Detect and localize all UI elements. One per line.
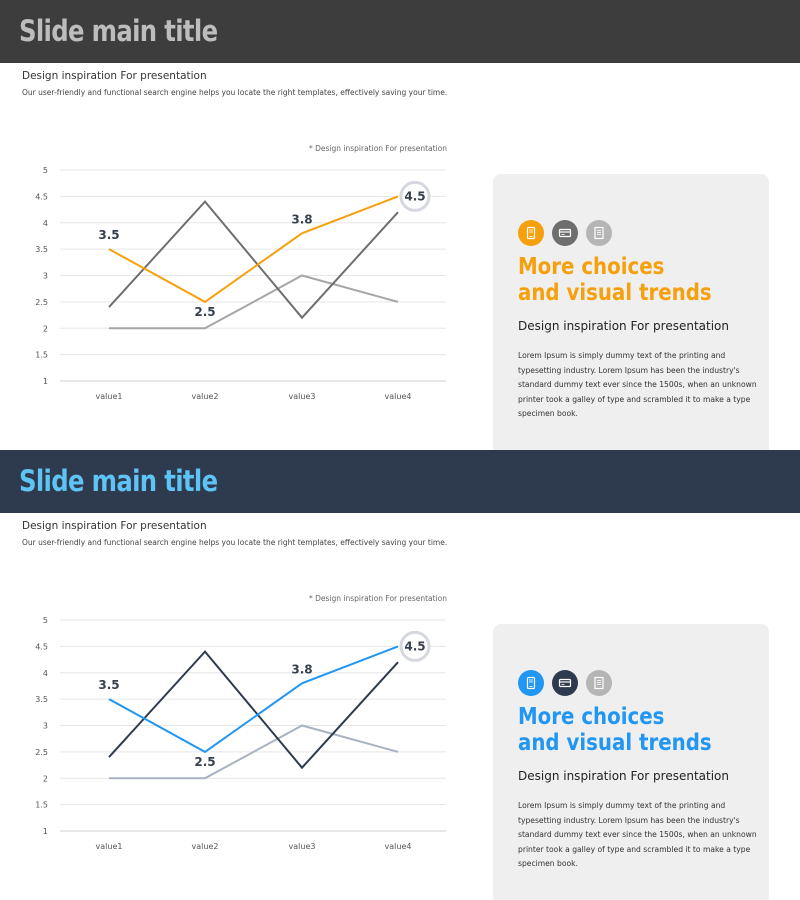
line-chart: 1 1.5 2 2.5 3 3.5 4 4.5 5 value1 value2 value3 value… <box>35 166 446 401</box>
x-tick-label: value2 <box>192 392 219 401</box>
series-line-1 <box>108 645 399 754</box>
chart-note: * Design inspiration For presentation <box>308 594 447 603</box>
y-tick-label: 2 <box>43 324 48 333</box>
slide-title: Slide main title <box>19 464 218 498</box>
series-line-3 <box>109 724 399 780</box>
data-label: 3.8 <box>291 212 312 226</box>
x-tick-label: value2 <box>192 842 219 851</box>
document-icon <box>586 220 612 246</box>
y-tick-label: 5 <box>43 616 48 625</box>
title-bar: Slide main title <box>0 450 800 513</box>
slide-subtitle: Design inspiration For presentation <box>22 520 207 532</box>
document-icon <box>586 670 612 696</box>
highlight-circle <box>399 630 431 662</box>
y-tick-label: 3 <box>43 272 48 281</box>
credit-card-icon <box>552 220 578 246</box>
panel-body-text: Lorem Ipsum is simply dummy text of the … <box>518 801 757 868</box>
highlight-circle <box>399 180 431 212</box>
y-tick-label: 4.5 <box>35 192 48 201</box>
panel-heading-line1: More choices <box>518 704 665 730</box>
y-tick-label: 3.5 <box>35 695 48 704</box>
y-tick-label: 3 <box>43 722 48 731</box>
y-tick-label: 5 <box>43 166 48 175</box>
info-panel: More choices and visual trends Design in… <box>493 624 769 900</box>
info-panel: More choices and visual trends Design in… <box>493 174 769 450</box>
data-label: 3.8 <box>291 662 312 676</box>
x-tick-label: value4 <box>385 392 412 401</box>
slide-description: Our user-friendly and functional search … <box>22 538 448 547</box>
series-line-2 <box>108 200 399 320</box>
icon-row <box>518 220 612 246</box>
y-tick-label: 2.5 <box>35 298 48 307</box>
y-tick-label: 4.5 <box>35 642 48 651</box>
y-tick-label: 4 <box>43 219 48 228</box>
x-tick-label: value1 <box>96 842 123 851</box>
y-tick-label: 1 <box>43 377 48 386</box>
data-label: 3.5 <box>98 678 119 692</box>
chart-note: * Design inspiration For presentation <box>308 144 447 153</box>
panel-subheading: Design inspiration For presentation <box>518 769 729 783</box>
y-tick-label: 2 <box>43 774 48 783</box>
slide-description: Our user-friendly and functional search … <box>22 88 448 97</box>
mobile-icon <box>518 670 544 696</box>
icon-row <box>518 670 612 696</box>
panel-heading-line2: and visual trends <box>518 730 712 756</box>
series-line-3 <box>109 274 399 330</box>
y-tick-label: 1.5 <box>35 351 48 360</box>
panel-heading: More choices and visual trends <box>518 254 712 306</box>
panel-heading-line2: and visual trends <box>518 280 712 306</box>
data-label: 2.5 <box>194 305 215 319</box>
x-tick-label: value3 <box>289 842 316 851</box>
data-label: 4.5 <box>404 639 425 653</box>
data-label: 3.5 <box>98 228 119 242</box>
panel-heading: More choices and visual trends <box>518 704 712 756</box>
y-tick-label: 1.5 <box>35 801 48 810</box>
slide-2: Slide main title Design inspiration For … <box>0 450 800 900</box>
x-tick-label: value4 <box>385 842 412 851</box>
series-line-1 <box>108 195 399 304</box>
credit-card-icon <box>552 670 578 696</box>
slide-subtitle: Design inspiration For presentation <box>22 70 207 82</box>
data-label: 4.5 <box>404 189 425 203</box>
line-chart: 1 1.5 2 2.5 3 3.5 4 4.5 5 value1 value2 value3 value… <box>35 616 446 851</box>
y-tick-label: 3.5 <box>35 245 48 254</box>
slide-1: Slide main title Design inspiration For … <box>0 0 800 450</box>
series-line-2 <box>108 650 399 770</box>
y-tick-label: 4 <box>43 669 48 678</box>
y-tick-label: 1 <box>43 827 48 836</box>
y-tick-label: 2.5 <box>35 748 48 757</box>
data-label: 2.5 <box>194 755 215 769</box>
panel-heading-line1: More choices <box>518 254 665 280</box>
slide-title: Slide main title <box>19 14 218 48</box>
x-tick-label: value1 <box>96 392 123 401</box>
panel-body-text: Lorem Ipsum is simply dummy text of the … <box>518 351 757 418</box>
title-bar: Slide main title <box>0 0 800 63</box>
mobile-icon <box>518 220 544 246</box>
panel-subheading: Design inspiration For presentation <box>518 319 729 333</box>
x-tick-label: value3 <box>289 392 316 401</box>
